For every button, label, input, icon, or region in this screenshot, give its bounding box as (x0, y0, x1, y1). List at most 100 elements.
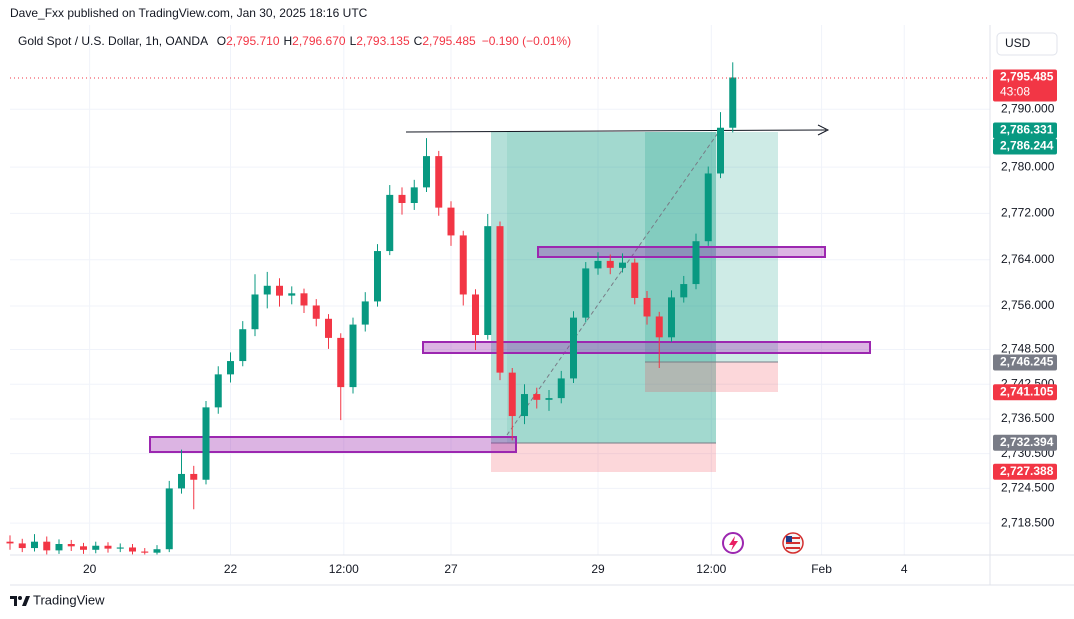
x-tick-label: 20 (83, 562, 97, 576)
candle-body (606, 260, 614, 268)
ohlc-value: 2,795.485 (422, 34, 476, 48)
arrow-head (817, 124, 830, 136)
candle-body (361, 301, 369, 325)
currency: USD (1005, 36, 1031, 50)
candle-body (631, 262, 639, 298)
x-tick-label: Feb (811, 562, 832, 576)
change: −0.190 (−0.01%) (482, 34, 571, 48)
zone (422, 341, 871, 354)
price-badge-label: 2,795.485 (1000, 70, 1054, 84)
long-position-stop (491, 443, 716, 472)
long-position-stop (645, 362, 778, 392)
candle-body (729, 77, 737, 128)
ohlc-key: O (217, 34, 226, 48)
candle-body (717, 127, 724, 174)
candle-body (251, 294, 259, 330)
candle-body (619, 262, 626, 268)
candle-body (92, 545, 100, 550)
price-badge (993, 69, 1057, 102)
publisher: Dave_Fxx published on TradingView.com, J… (10, 6, 368, 20)
candle-body (337, 337, 345, 388)
candle-body (325, 318, 332, 338)
candle-body (594, 260, 602, 269)
candle-body (178, 473, 185, 489)
candle-body (410, 187, 418, 203)
price-badge-label: 2,741.105 (1000, 384, 1054, 398)
brand: TradingView (33, 592, 105, 607)
ohlc-value: 2,795.710 (226, 34, 280, 48)
candle-body (435, 156, 443, 208)
candle-body (116, 547, 124, 549)
grid-layer: 2,718.5002,724.5002,730.5002,736.5002,74… (10, 25, 1055, 576)
y-tick-label: 2,748.500 (1001, 342, 1055, 356)
candle-body (276, 285, 283, 296)
y-tick-label: 2,718.500 (1001, 515, 1055, 529)
candle-body (43, 541, 51, 551)
candle-body (459, 235, 467, 295)
candle-body (239, 329, 247, 362)
trade-path (506, 129, 721, 436)
y-tick-label: 2,772.000 (1001, 206, 1055, 220)
candle-body (141, 551, 149, 553)
candle-body (288, 293, 296, 296)
y-tick-label: 2,724.500 (1001, 481, 1055, 495)
logo-part (22, 596, 30, 606)
candle-body (31, 541, 38, 549)
x-tick-label: 12:00 (329, 562, 359, 576)
price-badge (993, 463, 1057, 480)
price-badge (993, 434, 1057, 451)
event-icon-glyph (729, 536, 738, 551)
candle-body (214, 374, 222, 408)
currency-button[interactable] (996, 32, 1058, 56)
candle-body (533, 394, 541, 400)
x-tick-label: 4 (901, 562, 908, 576)
candle-body (6, 541, 14, 544)
candle-body (55, 544, 63, 551)
candle-body (227, 361, 234, 375)
ohlc-key: H (284, 34, 293, 48)
ohlc-value: 2,793.135 (356, 34, 410, 48)
x-tick-label: 12:00 (696, 562, 726, 576)
candle-body (300, 293, 308, 306)
candle-body (496, 226, 504, 373)
candle-body (374, 251, 381, 302)
price-badge-label: 2,786.331 (1000, 123, 1054, 137)
candle-layer (6, 62, 737, 555)
candle-body (104, 545, 112, 549)
y-tick-label: 2,756.000 (1001, 298, 1055, 312)
ohlc-key: L (350, 34, 357, 48)
candle-body (508, 372, 516, 417)
long-position-profit (491, 132, 716, 443)
candle-body (704, 173, 712, 242)
candle-body (312, 305, 320, 319)
price-badge (993, 122, 1057, 139)
ohlc-value: 2,796.670 (292, 34, 346, 48)
candle-body (521, 394, 528, 417)
zone (149, 436, 517, 453)
ohlc-key: C (414, 34, 423, 48)
candle-body (67, 544, 75, 547)
candle-body (165, 488, 173, 550)
price-badge-label: 2,727.388 (1000, 464, 1054, 478)
price-badge (993, 138, 1057, 155)
candle-body (655, 316, 663, 338)
candle-body (80, 546, 87, 550)
candle-body (692, 241, 700, 285)
y-tick-label: 2,780.000 (1001, 159, 1055, 173)
flag-stripe (786, 547, 800, 549)
candle-body (18, 543, 26, 549)
candle-body (680, 284, 688, 298)
brand-logo (10, 596, 30, 606)
price-badge-label: 2,786.244 (1000, 139, 1054, 153)
candle-body (582, 268, 590, 318)
event-icons (722, 532, 804, 554)
symbol-legend: Gold Spot / U.S. Dollar, 1h, OANDA O2,79… (18, 34, 571, 48)
candle-body (349, 324, 357, 388)
symbol: Gold Spot / U.S. Dollar, 1h, OANDA (18, 34, 208, 48)
candle-body (557, 378, 565, 399)
candle-body (643, 297, 651, 317)
candle-body (447, 207, 455, 236)
countdown: 43:08 (1000, 85, 1030, 99)
arrow-line (405, 129, 827, 133)
